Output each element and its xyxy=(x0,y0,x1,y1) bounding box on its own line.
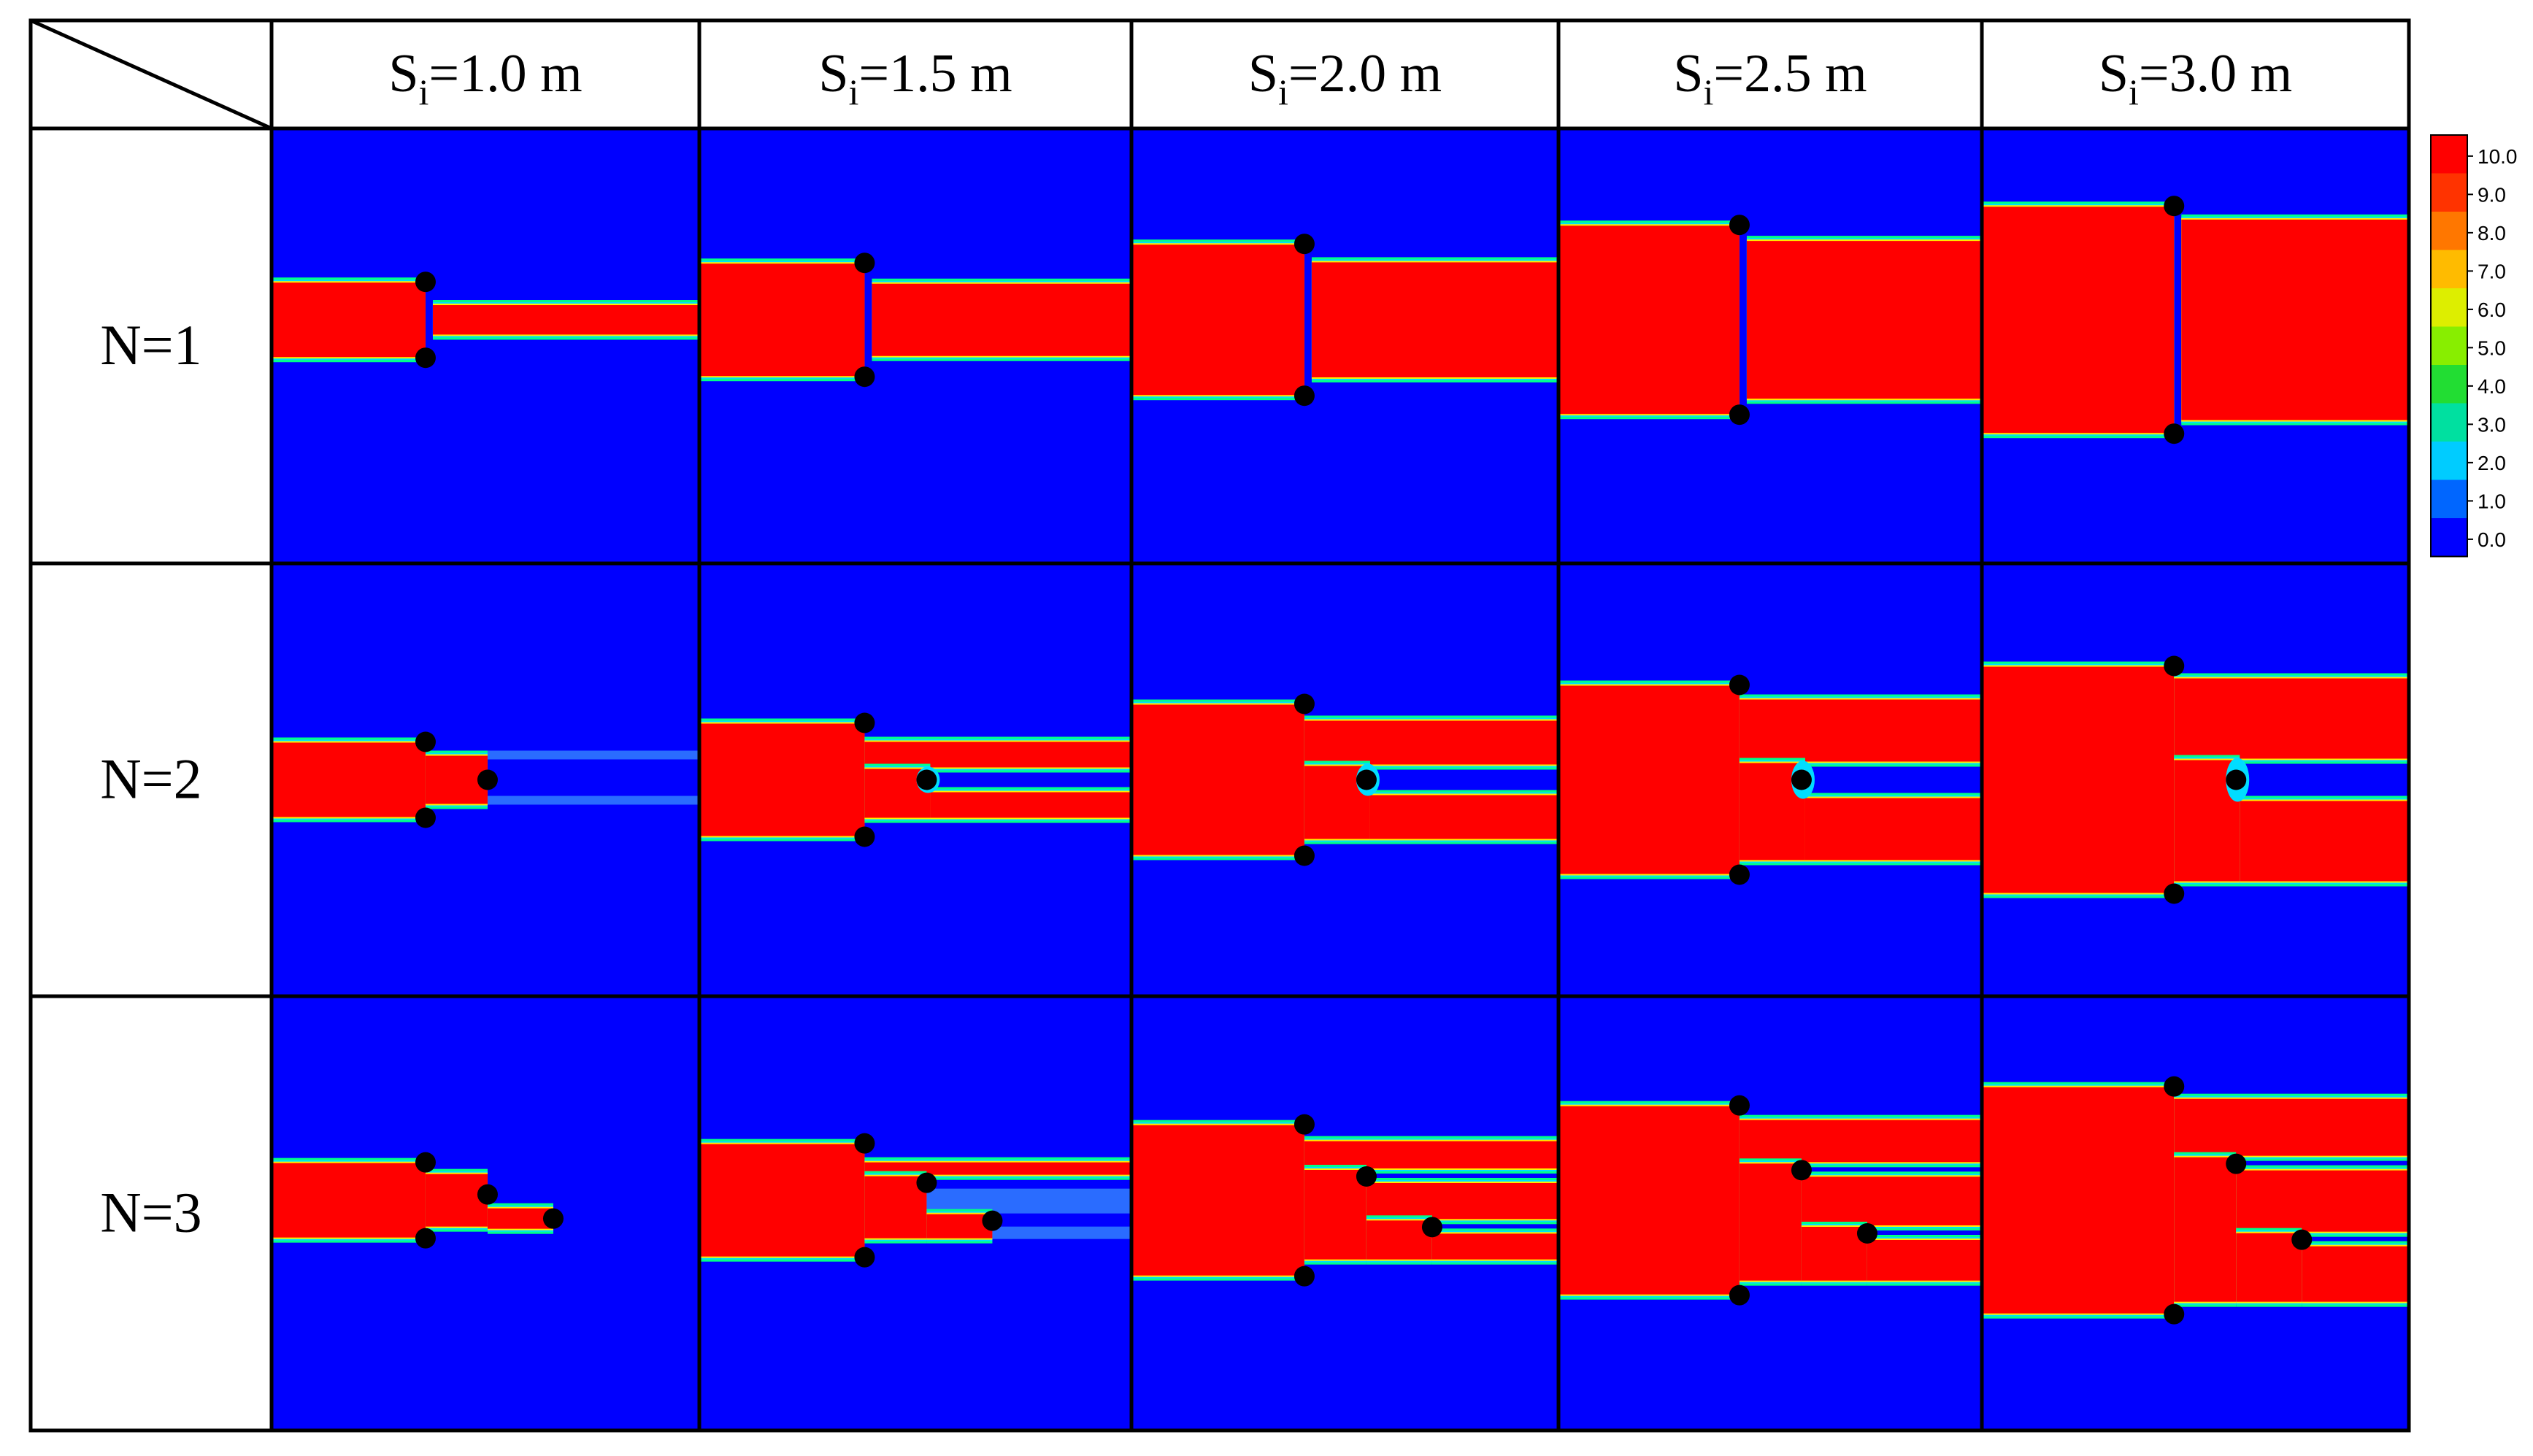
colorbar-swatch xyxy=(2431,135,2467,174)
marker-dot xyxy=(916,1172,937,1193)
colorbar-tick-label: 4.0 xyxy=(2478,375,2506,398)
table-border xyxy=(28,18,2411,1433)
marker-dot xyxy=(2164,883,2185,904)
contour-panel xyxy=(1131,996,1558,1430)
marker-dot xyxy=(415,347,436,369)
marker-dot xyxy=(1294,1266,1315,1287)
colorbar: 10.0 9.0 8.0 7.0 6.0 5.0 4.0 3.0 2.0 1.0 0.0 xyxy=(2430,134,2518,558)
contour-panel xyxy=(272,563,699,996)
marker-dot xyxy=(1294,385,1315,407)
colorbar-tick-label: 6.0 xyxy=(2478,298,2506,321)
marker-dot xyxy=(2291,1229,2313,1250)
marker-dot xyxy=(1356,1166,1377,1187)
marker-dot xyxy=(542,1208,564,1229)
marker-dot xyxy=(854,712,875,733)
marker-dot xyxy=(916,769,937,790)
colorbar-swatch xyxy=(2431,326,2467,365)
colorbar-tick-label: 8.0 xyxy=(2478,222,2506,244)
table-gridlines xyxy=(28,18,2411,1433)
colorbar-tick-label: 10.0 xyxy=(2478,145,2518,168)
row-label: N=2 xyxy=(100,747,201,811)
colorbar-swatch xyxy=(2431,518,2467,557)
colorbar-swatch xyxy=(2431,288,2467,327)
column-header: Si=3.0 m xyxy=(2099,44,2292,112)
marker-dot xyxy=(2164,423,2185,444)
marker-dot xyxy=(1294,1114,1315,1135)
colorbar-tick-label: 1.0 xyxy=(2478,490,2506,512)
column-header: Si=2.5 m xyxy=(1673,44,1867,112)
contour-panel xyxy=(1558,563,1982,996)
marker-dot xyxy=(1421,1217,1442,1238)
marker-dot xyxy=(477,1184,498,1205)
marker-dot xyxy=(2164,655,2185,677)
colorbar-tick-label: 5.0 xyxy=(2478,336,2506,359)
row-label: N=3 xyxy=(100,1181,201,1244)
marker-dot xyxy=(1294,693,1315,714)
marker-dot xyxy=(2164,1076,2185,1097)
marker-dot xyxy=(415,731,436,752)
marker-dot xyxy=(415,271,436,293)
colorbar-tick-label: 7.0 xyxy=(2478,260,2506,282)
contour-panel xyxy=(1131,128,1558,563)
panel-grid xyxy=(272,128,2409,1430)
column-headers: Si=1.0 m Si=1.5 m Si=2.0 m Si=2.5 m Si=3.0 m xyxy=(388,44,2292,112)
contour-panel xyxy=(1982,563,2409,996)
row-labels: N=1 N=2 N=3 xyxy=(100,313,201,1244)
contour-panel xyxy=(272,996,699,1430)
marker-dot xyxy=(415,1228,436,1249)
column-header: Si=2.0 m xyxy=(1248,44,1442,112)
marker-dot xyxy=(2226,1153,2247,1174)
marker-dot xyxy=(415,807,436,828)
marker-dot xyxy=(1356,769,1377,790)
marker-dot xyxy=(1856,1222,1877,1244)
corner-diagonal xyxy=(29,18,273,131)
colorbar-swatch xyxy=(2431,173,2467,212)
marker-dot xyxy=(2226,769,2247,790)
marker-dot xyxy=(1729,215,1750,236)
marker-dot xyxy=(2164,196,2185,217)
column-header: Si=1.0 m xyxy=(388,44,582,112)
contour-panel xyxy=(272,128,699,563)
marker-dot xyxy=(1791,769,1812,790)
colorbar-swatch xyxy=(2431,212,2467,250)
contour-panel xyxy=(699,996,1131,1430)
marker-dot xyxy=(1729,1095,1750,1116)
colorbar-tick-label: 0.0 xyxy=(2478,528,2506,551)
marker-dot xyxy=(982,1210,1003,1231)
contour-panel xyxy=(1558,128,1982,563)
column-header: Si=1.5 m xyxy=(818,44,1012,112)
marker-dot xyxy=(1791,1160,1812,1181)
colorbar-tick-label: 3.0 xyxy=(2478,413,2506,436)
row-label: N=1 xyxy=(100,313,201,377)
colorbar-tick-label: 2.0 xyxy=(2478,452,2506,474)
colorbar-swatch xyxy=(2431,403,2467,442)
marker-dot xyxy=(1294,845,1315,866)
marker-dot xyxy=(854,366,875,388)
contour-panel xyxy=(699,128,1131,563)
marker-dot xyxy=(854,253,875,274)
colorbar-swatch xyxy=(2431,442,2467,480)
marker-dot xyxy=(415,1152,436,1173)
marker-dot xyxy=(1729,674,1750,696)
marker-dot xyxy=(854,1133,875,1154)
marker-dot xyxy=(477,769,498,790)
contour-panel xyxy=(699,563,1131,996)
marker-dot xyxy=(854,1247,875,1268)
colorbar-swatch xyxy=(2431,479,2467,518)
marker-dot xyxy=(1729,404,1750,425)
marker-dot xyxy=(2164,1303,2185,1325)
marker-dot xyxy=(854,826,875,847)
colorbar-swatch xyxy=(2431,365,2467,404)
contour-panel xyxy=(1131,563,1558,996)
marker-dot xyxy=(1729,864,1750,885)
marker-dot xyxy=(1294,234,1315,255)
colorbar-tick-label: 9.0 xyxy=(2478,183,2506,206)
contour-panel xyxy=(1982,996,2409,1430)
marker-dot xyxy=(1729,1284,1750,1306)
contour-panel xyxy=(1558,996,1982,1430)
colorbar-swatch xyxy=(2431,250,2467,288)
contour-panel xyxy=(1982,128,2409,563)
